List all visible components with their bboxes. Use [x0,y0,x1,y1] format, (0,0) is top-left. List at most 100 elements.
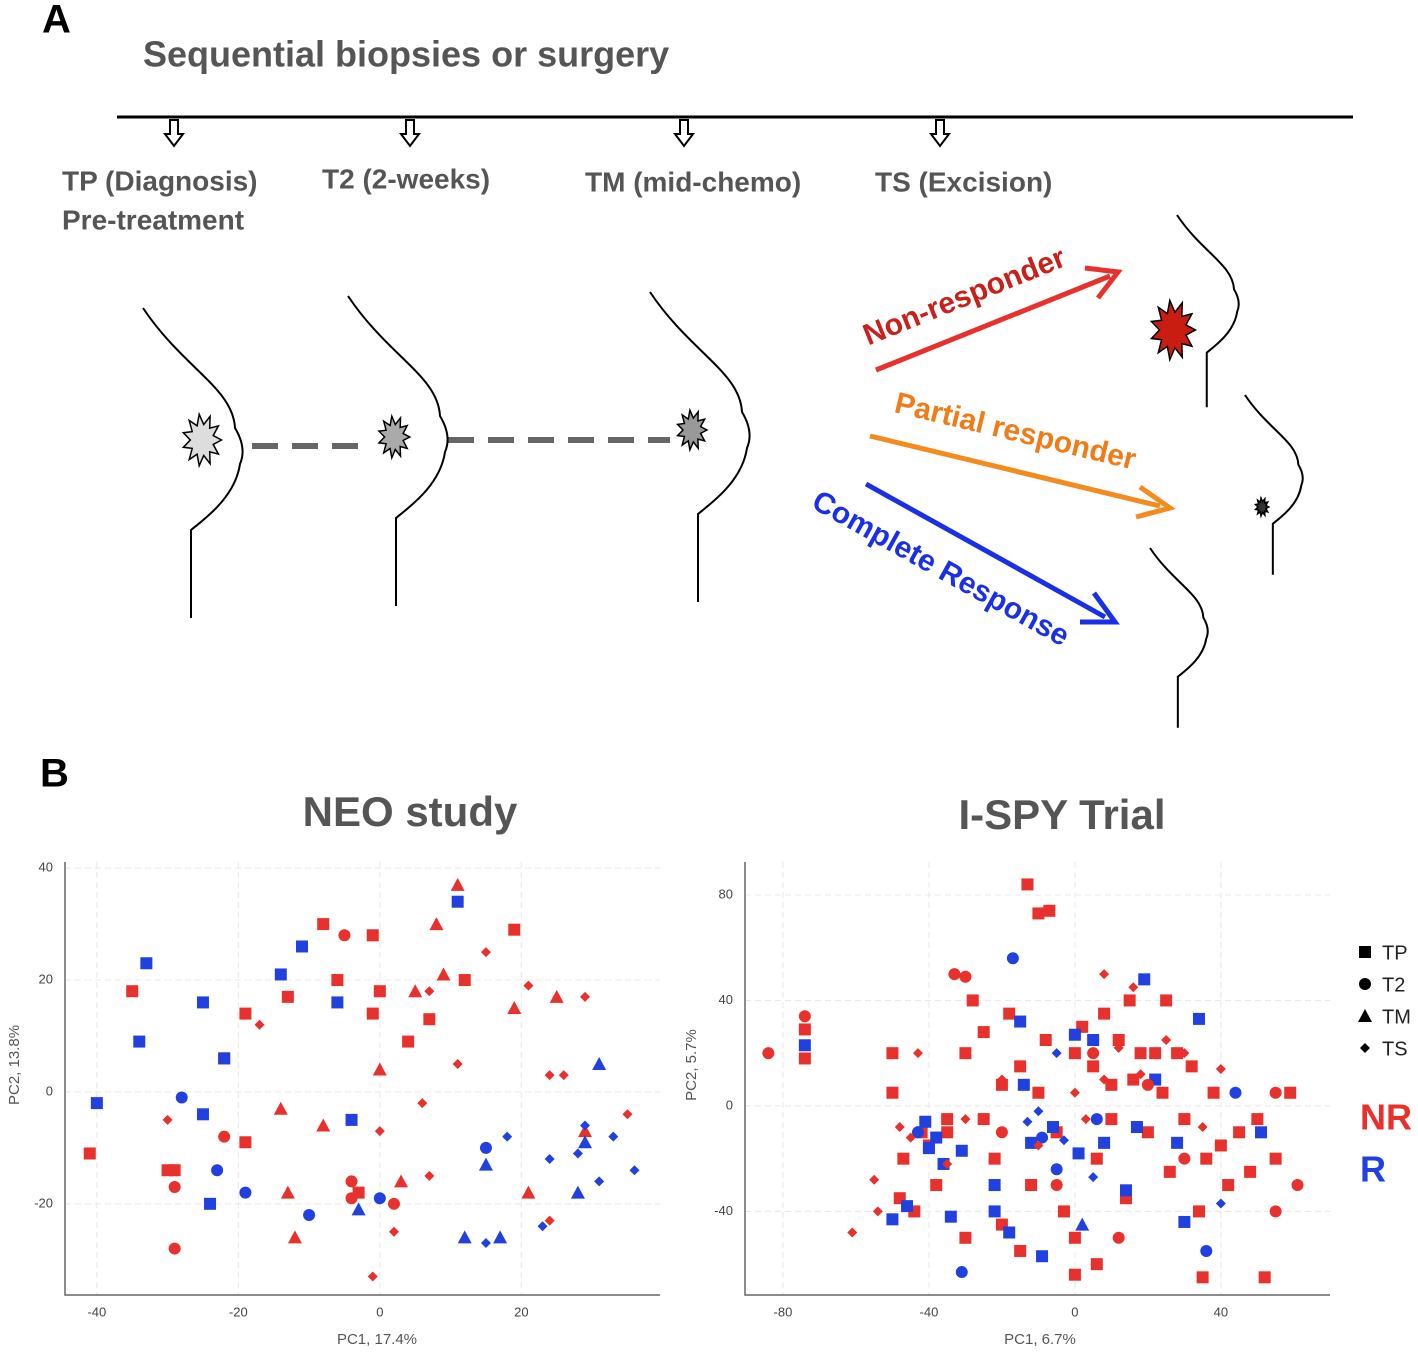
point [955,1266,968,1279]
point [1090,1258,1103,1271]
point [140,957,153,970]
timepoint-label: Pre-treatment [62,204,244,235]
point [126,985,139,998]
down-arrow [163,119,185,148]
panel-a: A Sequential biopsies or surgery TP (Dia… [42,0,1353,728]
point [1088,1172,1099,1183]
point [338,929,351,942]
point [1128,982,1139,993]
point [911,1126,924,1139]
y-tick-label: 20 [39,971,53,986]
point [1119,1184,1132,1197]
point [1215,1064,1226,1075]
point [351,1202,366,1216]
point [1269,1205,1282,1218]
point [995,1078,1008,1091]
arrow [869,433,1161,509]
down-arrow [929,119,951,148]
point [1032,1086,1045,1099]
point [905,1132,916,1143]
point [168,1181,181,1194]
point [1233,1126,1246,1139]
point [1014,1244,1027,1257]
point [1360,1043,1370,1053]
x-axis-label: PC1, 6.7% [1004,1331,1076,1348]
point [523,980,534,991]
point [1068,1028,1081,1041]
point [1258,1271,1271,1284]
point [1050,1163,1063,1176]
point [941,1113,954,1126]
point [960,1114,971,1125]
point [578,1135,593,1149]
y-axis-label: PC2, 13.8% [6,1025,23,1105]
point [1149,1047,1162,1060]
point [1057,1205,1070,1218]
point [204,1197,217,1210]
point [458,974,471,987]
point [1022,1116,1033,1127]
y-tick-label: 0 [726,1097,733,1112]
point [1072,1147,1085,1160]
tumor [1253,495,1271,519]
arrow-head [1135,484,1176,520]
point [1113,1042,1124,1053]
chart-title: I-SPY Trial [959,791,1166,838]
point [897,1152,910,1165]
point [254,1019,265,1030]
point [1068,1047,1081,1060]
point [1196,1271,1209,1284]
point [239,1007,252,1020]
point [287,1230,302,1244]
point [869,1174,880,1185]
point [1014,1060,1027,1073]
point [239,1186,252,1199]
point [1178,1113,1191,1126]
arrow [864,481,1107,620]
x-tick-label: -40 [920,1304,939,1319]
point [1025,1179,1038,1192]
response-label: Partial responder [892,387,1140,477]
point [580,991,591,1002]
point [281,990,294,1003]
point [1161,1034,1172,1045]
y-tick-label: 80 [719,886,733,901]
point [922,1142,935,1155]
point [161,1164,174,1177]
timepoint-label: TM (mid-chemo) [585,166,801,197]
legend-group: NR [1360,1097,1412,1138]
breast-outline [142,307,244,618]
point [480,947,491,958]
point [1207,1086,1220,1099]
point [1003,1226,1016,1239]
point [1090,1113,1103,1126]
point [452,1058,463,1069]
point [372,1062,387,1076]
point [1098,1007,1111,1020]
point [1134,1047,1147,1060]
point [912,1048,923,1059]
point [1069,1087,1080,1098]
point [847,1227,858,1238]
point [1185,1060,1198,1073]
point [316,1118,331,1132]
point [521,1185,536,1199]
point [1017,1078,1030,1091]
point [1075,1217,1090,1231]
point [168,1242,181,1255]
point [966,994,979,1007]
point [1090,1152,1103,1165]
x-tick-label: -80 [774,1304,793,1319]
down-arrow [399,119,421,148]
point [1036,1250,1049,1263]
tumor [1149,297,1198,363]
point [429,917,444,931]
point [507,1001,522,1015]
point [1112,1033,1125,1046]
point [273,1101,288,1115]
point [1179,1048,1190,1059]
point [1138,973,1151,986]
point [239,1136,252,1149]
tumor [676,407,709,453]
